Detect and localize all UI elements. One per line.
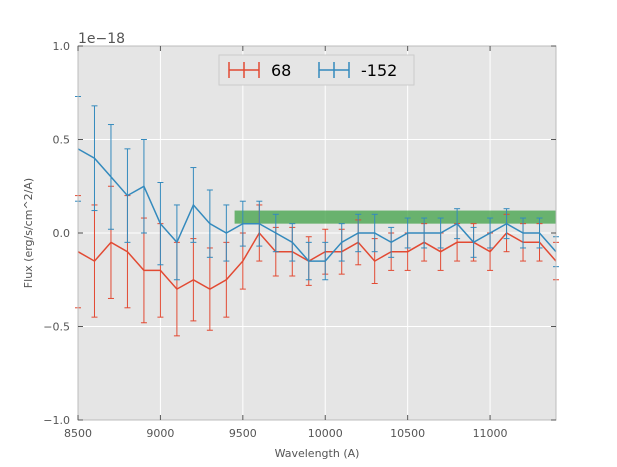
x-tick-label: 8500: [64, 427, 92, 440]
x-tick-label: 10500: [390, 427, 425, 440]
ticks-layer: [77, 45, 557, 421]
y-tick-label: −0.5: [43, 321, 70, 334]
legend: 68 -152: [218, 54, 415, 86]
y-offset-label: 1e−18: [78, 31, 125, 47]
legend-label: -152: [361, 61, 397, 80]
legend-items: 68 -152: [228, 61, 397, 80]
tick-labels-layer: 8500 9000 9500 10000 10500 11000 −1.0 −0.5 0.0 0.…: [43, 40, 507, 440]
x-axis-label: Wavelength (A): [275, 447, 360, 460]
y-tick-label: 0.5: [53, 134, 71, 147]
x-tick-label: 9500: [229, 427, 257, 440]
legend-key: [318, 62, 350, 78]
series-2: [75, 95, 559, 281]
x-tick-label: 11000: [473, 427, 508, 440]
x-tick-label: 10000: [308, 427, 343, 440]
y-axis-label: Flux (erg/s/cm^2/A): [22, 178, 35, 288]
legend-item: 68: [228, 61, 291, 80]
bands-layer: [234, 210, 556, 224]
series-line: [77, 148, 557, 262]
legend-label: 68: [271, 61, 291, 80]
y-tick-label: 1.0: [53, 40, 71, 53]
legend-item: -152: [318, 61, 397, 80]
x-tick-label: 9000: [146, 427, 174, 440]
series-layer: [75, 95, 559, 337]
highlight-band: [234, 210, 556, 224]
legend-key: [228, 62, 260, 78]
y-tick-label: −1.0: [43, 414, 70, 427]
series-line: [77, 231, 557, 291]
y-tick-label: 0.0: [53, 227, 71, 240]
